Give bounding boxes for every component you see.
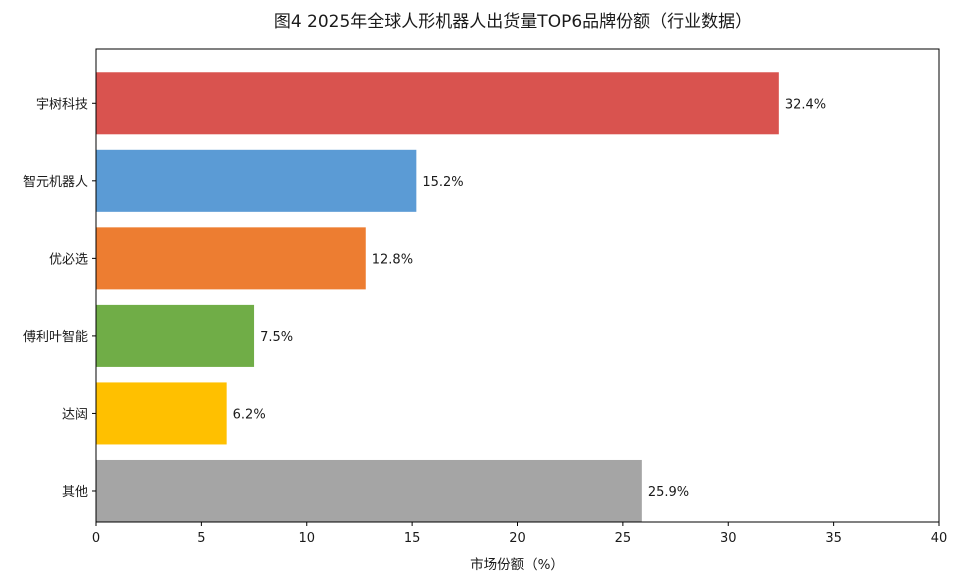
x-tick-label-35: 35 [825,531,842,546]
x-tick-label-0: 0 [92,531,100,546]
x-tick-label-25: 25 [615,531,632,546]
chart-title: 图4 2025年全球人形机器人出货量TOP6品牌份额（行业数据） [274,12,752,32]
y-tick-label-6: 其他 [62,485,88,500]
y-tick-label-4: 傅利叶智能 [23,330,88,345]
y-tick-label-2: 智元机器人 [23,175,88,190]
value-label-2: 15.2% [422,175,463,190]
x-axis-ticks: 0 5 10 15 20 25 30 35 40 [92,522,947,546]
bar-1 [96,72,779,135]
bar-5 [96,382,227,445]
x-axis-label: 市场份额（%） [470,556,564,573]
x-tick-label-20: 20 [509,531,526,546]
y-tick-label-3: 优必选 [49,252,88,267]
y-tick-label-1: 宇树科技 [36,97,88,112]
x-tick-label-40: 40 [931,531,948,546]
bar-2 [96,149,417,212]
value-label-5: 6.2% [233,407,266,422]
value-labels-layer: 32.4% 15.2% 12.8% 7.5% 6.2% 25.9% [233,97,826,500]
x-tick-label-10: 10 [298,531,315,546]
plot-frame [95,48,940,523]
x-tick-label-30: 30 [720,531,737,546]
x-tick-label-5: 5 [197,531,205,546]
x-tick-label-15: 15 [404,531,421,546]
bar-4 [96,304,255,367]
y-tick-label-5: 达闼 [62,407,88,422]
bars-layer [96,72,779,522]
value-label-6: 25.9% [648,485,689,500]
value-label-4: 7.5% [260,330,293,345]
bar-3 [96,227,366,290]
value-label-3: 12.8% [372,252,413,267]
bar-6 [96,459,642,522]
value-label-1: 32.4% [785,97,826,112]
